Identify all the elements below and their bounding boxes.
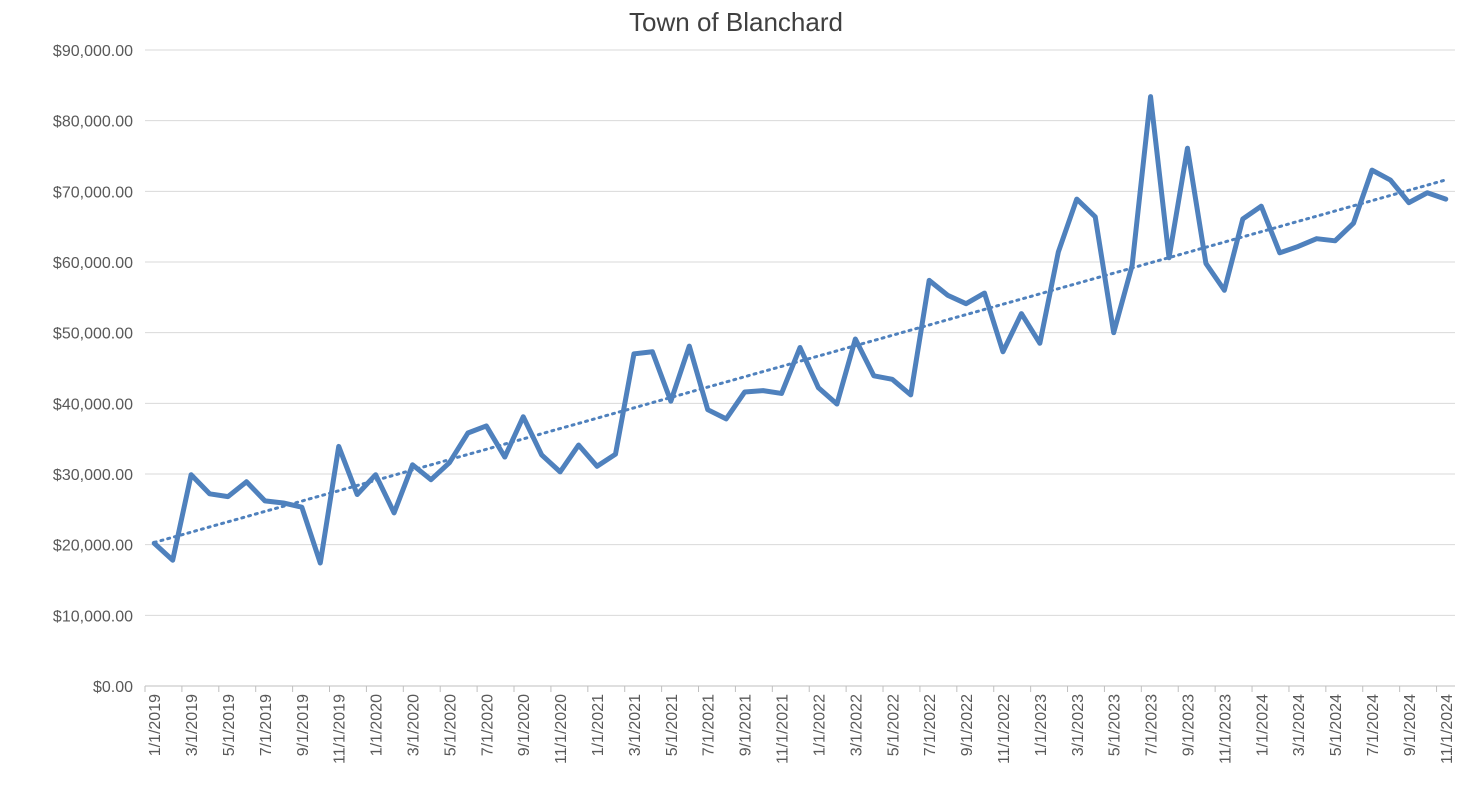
x-tick-label: 1/1/2023	[1033, 694, 1050, 756]
y-tick-label: $60,000.00	[53, 255, 133, 272]
y-tick-label: $90,000.00	[53, 43, 133, 60]
x-tick-label: 11/1/2021	[775, 694, 792, 764]
y-tick-label: $80,000.00	[53, 114, 133, 131]
x-tick-label: 11/1/2022	[996, 694, 1013, 764]
x-tick-label: 5/1/2020	[442, 694, 459, 756]
x-tick-label: 7/1/2023	[1144, 694, 1161, 756]
x-tick-label: 1/1/2024	[1254, 694, 1271, 756]
y-tick-label: $10,000.00	[53, 608, 133, 625]
x-tick-label: 5/1/2021	[664, 694, 681, 756]
x-tick-label: 9/1/2023	[1180, 694, 1197, 756]
x-tick-label: 7/1/2019	[258, 694, 275, 756]
y-tick-label: $0.00	[93, 679, 133, 696]
x-tick-label: 5/1/2023	[1107, 694, 1124, 756]
y-tick-label: $30,000.00	[53, 467, 133, 484]
x-tick-label: 1/1/2022	[811, 694, 828, 756]
x-tick-label: 3/1/2021	[627, 694, 644, 756]
x-tick-label: 3/1/2020	[406, 694, 423, 756]
x-tick-label: 9/1/2019	[295, 694, 312, 756]
trendline	[152, 178, 1448, 545]
x-tick-label: 7/1/2024	[1365, 694, 1382, 756]
y-tick-label: $40,000.00	[53, 396, 133, 413]
x-tick-label: 7/1/2022	[922, 694, 939, 756]
x-tick-label: 11/1/2023	[1217, 694, 1234, 764]
x-tick-label: 1/1/2019	[147, 694, 164, 756]
y-tick-label: $70,000.00	[53, 184, 133, 201]
x-tick-label: 9/1/2024	[1402, 694, 1419, 756]
x-tick-label: 11/1/2020	[553, 694, 570, 764]
x-tick-label: 3/1/2024	[1291, 694, 1308, 756]
data-line	[151, 94, 1449, 566]
x-tick-label: 11/1/2019	[332, 694, 349, 764]
x-tick-label: 9/1/2021	[738, 694, 755, 756]
x-tick-label: 1/1/2021	[590, 694, 607, 756]
chart-title: Town of Blanchard	[629, 7, 843, 37]
x-tick-label: 7/1/2020	[479, 694, 496, 756]
x-tick-label: 11/1/2024	[1439, 694, 1456, 764]
x-tick-label: 3/1/2023	[1070, 694, 1087, 756]
x-tick-label: 5/1/2019	[221, 694, 238, 756]
y-tick-label: $50,000.00	[53, 326, 133, 343]
x-tick-label: 3/1/2019	[184, 694, 201, 756]
x-tick-label: 7/1/2021	[701, 694, 718, 756]
x-tick-label: 5/1/2022	[885, 694, 902, 756]
x-tick-label: 9/1/2022	[959, 694, 976, 756]
x-tick-label: 9/1/2020	[516, 694, 533, 756]
x-tick-label: 1/1/2020	[369, 694, 386, 756]
x-tick-label: 5/1/2024	[1328, 694, 1345, 756]
y-tick-label: $20,000.00	[53, 538, 133, 555]
x-tick-label: 3/1/2022	[848, 694, 865, 756]
